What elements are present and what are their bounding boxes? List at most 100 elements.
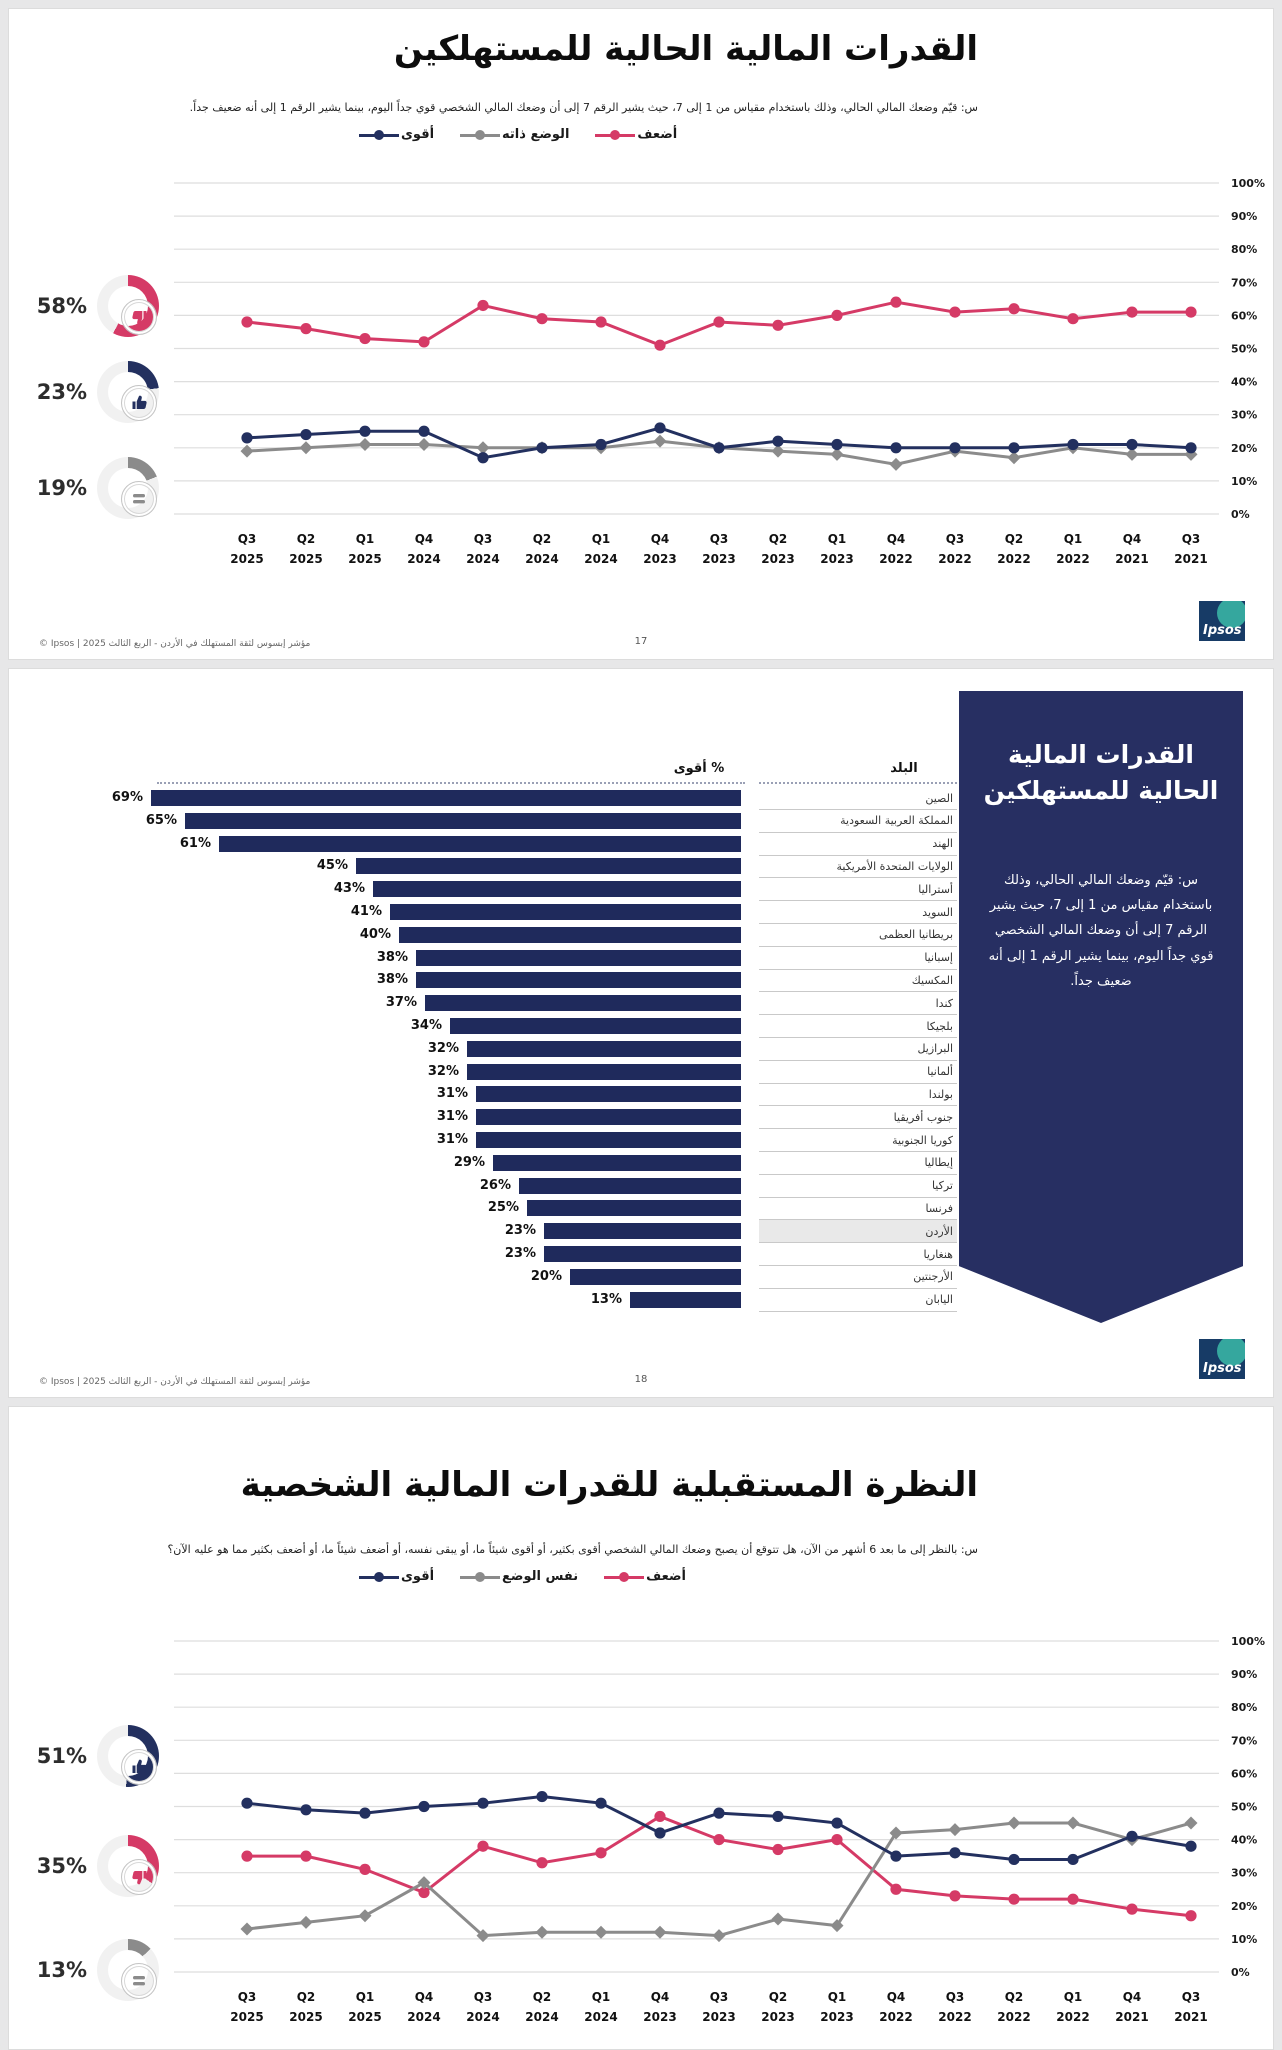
country-label: الهند — [759, 833, 957, 856]
country-label: كوريا الجنوبية — [759, 1129, 957, 1152]
bar-cell: 38% — [151, 969, 741, 992]
bar-value-label: 43% — [333, 881, 365, 897]
data-point — [830, 1919, 844, 1933]
data-point — [830, 447, 844, 461]
value-bar — [476, 1086, 741, 1103]
bar-cell: 65% — [146, 810, 741, 833]
page-number: 18 — [634, 1374, 648, 1385]
data-point — [771, 444, 785, 458]
x-axis-tick: Q3 2025 — [230, 1990, 263, 2024]
table-row: 13% اليابان — [9, 1289, 1275, 1312]
data-point — [535, 1925, 549, 1939]
bar-value-label: 25% — [487, 1200, 519, 1216]
legend-item-1: الوضع ذاته — [460, 127, 569, 142]
data-point — [300, 1850, 312, 1862]
value-bar — [399, 926, 741, 943]
data-point — [713, 316, 725, 328]
country-label: إيطاليا — [759, 1152, 957, 1175]
value-bar — [373, 881, 741, 898]
table-row: 38% إسبانيا — [9, 947, 1275, 970]
ipsos-logo-icon: Ipsos — [1199, 1336, 1247, 1379]
data-point — [831, 1834, 843, 1846]
legend-item-2: أضعف — [595, 127, 677, 142]
data-point — [772, 319, 784, 331]
y-axis-tick: 50% — [1231, 343, 1257, 356]
value-bar — [151, 790, 741, 806]
x-axis-tick: Q2 2024 — [525, 1990, 558, 2024]
stat-donuts: 58% 23% 19% — [35, 9, 165, 659]
country-label: بولندا — [759, 1083, 957, 1107]
data-point — [1008, 303, 1020, 315]
data-point — [889, 457, 903, 471]
data-point — [536, 1790, 548, 1803]
legend-label: أضعف — [646, 1569, 686, 1584]
data-point — [713, 1834, 725, 1846]
data-point — [359, 1807, 371, 1819]
x-axis-tick: Q3 2021 — [1174, 532, 1207, 566]
data-point — [1185, 1840, 1197, 1852]
stat-0: 58% — [35, 275, 159, 337]
data-point — [831, 1817, 843, 1829]
panel-country-comparison: % أقوى البلد 69% الصين 65% المملكة العرب… — [8, 668, 1274, 1398]
y-axis-tick: 60% — [1231, 1767, 1257, 1780]
x-axis-tick: Q2 2024 — [525, 532, 558, 566]
value-column-header: % أقوى — [673, 761, 725, 776]
bar-value-label: 31% — [436, 1109, 468, 1125]
data-point — [1008, 442, 1020, 454]
y-axis-tick: 70% — [1231, 276, 1257, 289]
bar-cell: 61% — [151, 833, 741, 856]
x-axis-tick: Q3 2021 — [1174, 1990, 1207, 2024]
data-point — [1008, 1853, 1020, 1866]
x-axis-tick: Q1 2023 — [820, 532, 853, 566]
data-point — [1185, 306, 1197, 318]
x-axis-tick: Q1 2025 — [348, 1990, 381, 2024]
data-point — [949, 1890, 961, 1902]
x-axis-tick: Q1 2025 — [348, 532, 381, 566]
data-point — [536, 313, 548, 325]
stat-1: 23% — [35, 361, 159, 423]
x-axis-tick: Q1 2024 — [584, 1990, 617, 2024]
bar-cell: 41% — [151, 901, 741, 924]
bar-value-label: 31% — [436, 1132, 468, 1147]
bar-value-label: 38% — [376, 972, 408, 988]
value-bar — [219, 835, 741, 852]
x-axis-tick: Q1 2024 — [584, 532, 617, 566]
line-chart-container: 0% 10% 20% 30% 40% 50% 60% 70% 80% 90% 100% Q3 2025 Q… — [169, 1587, 1282, 2043]
stat-donut-gauge — [97, 457, 159, 519]
x-axis-tick: Q3 2025 — [230, 532, 263, 566]
data-point — [536, 1857, 548, 1869]
value-bar — [416, 949, 741, 966]
table-row: 23% هنغاريا — [9, 1243, 1275, 1266]
y-axis-tick: 40% — [1231, 376, 1257, 389]
data-point — [949, 442, 961, 454]
data-point — [890, 1850, 902, 1862]
value-bar — [570, 1268, 741, 1285]
x-axis-tick: Q4 2021 — [1115, 532, 1148, 566]
data-point — [1126, 306, 1138, 318]
stat-value: 19% — [36, 476, 87, 500]
data-point — [241, 1850, 253, 1862]
country-label: ألمانيا — [759, 1061, 957, 1084]
stat-value: 51% — [36, 1744, 87, 1768]
data-point — [772, 435, 784, 447]
legend-label: الوضع ذاته — [502, 127, 570, 142]
legend-item-2: أضعف — [604, 1569, 686, 1584]
data-point — [418, 1800, 430, 1813]
ipsos-logo-icon: Ipsos — [1199, 598, 1247, 641]
legend-marker-icon — [604, 1571, 645, 1583]
data-point — [1126, 1903, 1138, 1915]
country-label: جنوب أفريقيا — [759, 1106, 957, 1130]
bar-cell: 20% — [151, 1266, 741, 1289]
data-point — [1007, 451, 1021, 465]
stat-donut-gauge — [97, 1725, 159, 1787]
x-axis-tick: Q4 2022 — [879, 532, 912, 566]
table-row: 23% الأردن — [9, 1220, 1275, 1244]
data-point — [241, 1797, 253, 1809]
stat-value: 23% — [36, 380, 87, 404]
country-label: بريطانيا العظمى — [759, 924, 957, 947]
y-axis-tick: 40% — [1231, 1834, 1257, 1847]
bar-value-label: 31% — [436, 1086, 468, 1102]
value-bar — [356, 858, 741, 875]
stat-2: 19% — [35, 457, 159, 519]
